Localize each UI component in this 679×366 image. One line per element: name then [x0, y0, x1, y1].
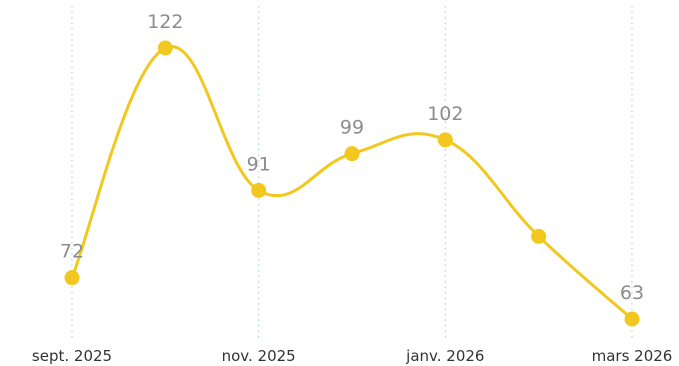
x-tick-label-1: sept. 2025 [32, 347, 112, 365]
data-points [64, 40, 640, 327]
data-label-5: 102 [427, 103, 463, 125]
series-line [70, 45, 634, 321]
data-label-4: 99 [340, 117, 364, 139]
data-point-2[interactable] [157, 40, 173, 56]
x-axis-tick-labels: sept. 2025 nov. 2025 janv. 2026 mars 2026 [32, 347, 672, 365]
data-label-1: 72 [60, 241, 84, 263]
data-point-4[interactable] [344, 146, 360, 162]
gridlines [71, 6, 633, 338]
x-tick-label-4: mars 2026 [592, 347, 673, 365]
data-point-6[interactable] [531, 228, 547, 244]
x-tick-label-3: janv. 2026 [405, 347, 484, 365]
data-label-3: 91 [247, 153, 271, 175]
data-point-3[interactable] [251, 182, 267, 198]
x-tick-label-2: nov. 2025 [222, 347, 296, 365]
data-point-7[interactable] [624, 311, 640, 327]
data-label-2: 122 [147, 11, 183, 33]
data-labels: 72 122 91 99 102 63 [60, 11, 644, 304]
data-point-5[interactable] [437, 132, 453, 148]
data-point-1[interactable] [64, 270, 80, 286]
data-label-7: 63 [620, 282, 644, 304]
